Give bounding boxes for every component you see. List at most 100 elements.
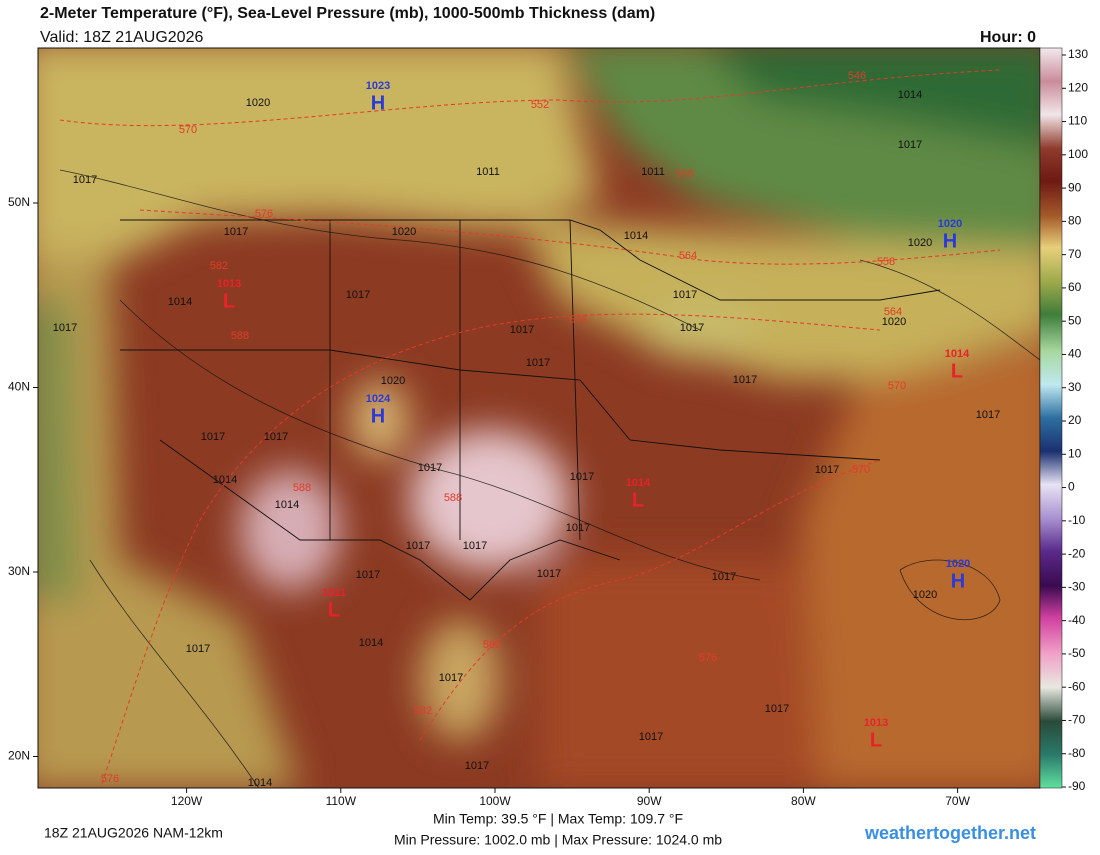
isobar-label: 1017: [566, 522, 590, 534]
colorbar-label: 50: [1068, 313, 1082, 327]
thickness-label: 546: [848, 70, 866, 82]
isobar-label: 1017: [680, 322, 704, 334]
center-value: 1024: [366, 393, 391, 405]
thickness-label: 564: [884, 306, 902, 318]
center-value: 1014: [945, 348, 970, 360]
isobar-label: 1017: [463, 540, 487, 552]
isobar-label: 1017: [765, 703, 789, 715]
center-letter: H: [371, 405, 385, 427]
colorbar-label: 130: [1068, 47, 1088, 61]
isobar-label: 1017: [53, 322, 77, 334]
center-letter: L: [328, 599, 340, 621]
isobar-label: 1017: [712, 571, 736, 583]
thickness-label: 576: [101, 773, 119, 785]
isobar-label: 1020: [908, 237, 932, 249]
isobar-label: 1017: [224, 226, 248, 238]
center-value: 1013: [217, 278, 241, 290]
thickness-label: 582: [210, 260, 228, 272]
isobar-label: 1017: [73, 174, 97, 186]
isobar-label: 1011: [641, 166, 665, 178]
colorbar-label: 90: [1068, 180, 1082, 194]
site-credit[interactable]: weathertogether.net: [864, 823, 1036, 843]
isobar-label: 1017: [201, 431, 225, 443]
center-value: 1014: [626, 477, 651, 489]
colorbar-label: 100: [1068, 147, 1088, 161]
colorbar-label: -20: [1068, 546, 1086, 560]
thickness-label: 552: [531, 99, 549, 111]
colorbar-label: -30: [1068, 580, 1086, 594]
thickness-label: 570: [179, 124, 197, 136]
isobar-label: 1017: [418, 462, 442, 474]
lon-label: 110W: [326, 794, 357, 808]
isobar-label: 1014: [275, 499, 299, 511]
thickness-label: 558: [676, 168, 694, 180]
isobar-label: 1017: [510, 324, 534, 336]
colorbar-label: 20: [1068, 413, 1082, 427]
lat-label: 30N: [8, 564, 30, 578]
isobar-label: 1017: [465, 760, 489, 772]
colorbar-label: 80: [1068, 214, 1082, 228]
colorbar-label: -70: [1068, 713, 1086, 727]
pressure-range: Min Pressure: 1002.0 mb | Max Pressure: …: [394, 832, 722, 848]
isobar-label: 1014: [624, 230, 648, 242]
thickness-label: 564: [679, 250, 697, 262]
colorbar-label: -90: [1068, 779, 1086, 793]
center-value: 1013: [864, 717, 888, 729]
lon-label: 100W: [479, 794, 511, 808]
valid-time: Valid: 18Z 21AUG2026: [40, 29, 203, 46]
colorbar-label: -80: [1068, 746, 1086, 760]
map-field: [38, 48, 1040, 788]
isobar-label: 1017: [264, 431, 288, 443]
isobar-label: 1017: [439, 672, 463, 684]
isobars: [59, 169, 1040, 788]
title: 2-Meter Temperature (°F), Sea-Level Pres…: [40, 5, 655, 22]
thickness-label: 582: [483, 639, 501, 651]
model-run: 18Z 21AUG2026 NAM-12km: [44, 825, 223, 841]
isobar-label: 1017: [976, 409, 1000, 421]
center-value: 1020: [938, 218, 962, 230]
isobar-label: 1014: [359, 637, 383, 649]
lat-label: 50N: [8, 195, 30, 209]
colorbar-label: 60: [1068, 280, 1082, 294]
colorbar-label: -50: [1068, 646, 1086, 660]
isobar-label: 1020: [913, 589, 937, 601]
isobar-label: 1017: [406, 540, 430, 552]
isobar-label: 1017: [346, 289, 370, 301]
thickness-label: 576: [569, 314, 587, 326]
colorbar-label: 120: [1068, 80, 1088, 94]
colorbar-label: -40: [1068, 613, 1086, 627]
isobar-label: 1017: [639, 731, 663, 743]
center-letter: L: [632, 489, 644, 511]
center-letter: L: [223, 290, 235, 312]
isobar-label: 1020: [392, 226, 416, 238]
forecast-hour: Hour: 0: [980, 29, 1036, 46]
isobar-label: 1014: [248, 777, 272, 789]
center-letter: H: [371, 92, 385, 114]
isobar-label: 1020: [246, 97, 270, 109]
boundaries: [120, 219, 941, 601]
isobar-label: 1014: [168, 296, 192, 308]
colorbar-label: 10: [1068, 446, 1082, 460]
colorbar-label: 40: [1068, 347, 1082, 361]
colorbar-label: 30: [1068, 380, 1082, 394]
isobar-label: 1017: [898, 139, 922, 151]
colorbar-label: 70: [1068, 247, 1082, 261]
lon-label: 80W: [791, 794, 816, 808]
center-letter: L: [870, 729, 882, 751]
center-letter: H: [943, 230, 957, 252]
lon-label: 90W: [637, 794, 662, 808]
isobar-label: 1011: [476, 166, 500, 178]
colorbar-label: 0: [1068, 480, 1075, 494]
thickness-label: 570: [888, 380, 906, 392]
thickness-lines: [59, 69, 1001, 788]
colorbar-label: -10: [1068, 513, 1086, 527]
isobar-label: 1017: [815, 464, 839, 476]
thickness-label: 582: [414, 705, 432, 717]
center-value: 1020: [946, 558, 970, 570]
isobar-label: 1017: [186, 643, 210, 655]
isobar-label: 1017: [570, 471, 594, 483]
colorbar-label: -60: [1068, 679, 1086, 693]
center-value: 1011: [322, 587, 346, 599]
center-value: 1023: [366, 80, 390, 92]
